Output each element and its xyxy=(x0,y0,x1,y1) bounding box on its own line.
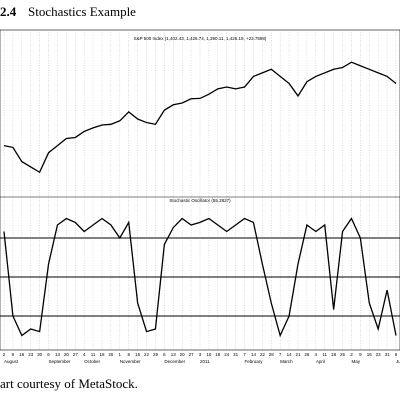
x-tick-label: 24 xyxy=(224,352,230,357)
x-tick-label: 18 xyxy=(331,352,337,357)
x-tick-label: 14 xyxy=(287,352,293,357)
x-tick-label: 25 xyxy=(340,352,346,357)
month-label: May xyxy=(351,359,360,364)
x-tick-label: 11 xyxy=(91,352,96,357)
x-tick-label: 29 xyxy=(153,352,159,357)
caption: art courtesy of MetaStock. xyxy=(0,376,138,391)
x-tick-label: 18 xyxy=(215,352,221,357)
month-label: August xyxy=(4,359,19,364)
x-tick-label: 28 xyxy=(304,352,310,357)
x-tick-label: 16 xyxy=(19,352,25,357)
figure-number: 2.4 xyxy=(0,4,17,19)
x-tick-label: 21 xyxy=(295,352,301,357)
x-tick-label: 11 xyxy=(322,352,327,357)
x-tick-label: 3 xyxy=(199,352,202,357)
x-tick-label: 2 xyxy=(350,352,353,357)
x-tick-label: 20 xyxy=(180,352,186,357)
x-tick-label: 20 xyxy=(64,352,70,357)
x-tick-label: 22 xyxy=(144,352,150,357)
month-label: November xyxy=(120,359,141,364)
x-tick-label: 6 xyxy=(163,352,166,357)
x-tick-label: 16 xyxy=(367,352,373,357)
x-tick-label: 9 xyxy=(12,352,15,357)
x-tick-label: 7 xyxy=(279,352,282,357)
month-label: April xyxy=(316,359,325,364)
x-tick-label: 10 xyxy=(206,352,212,357)
x-tick-label: 13 xyxy=(55,352,61,357)
x-tick-label: 7 xyxy=(243,352,246,357)
month-label: September xyxy=(49,359,72,364)
month-label: 2011 xyxy=(200,359,210,364)
figure-title: Stochastics Example xyxy=(28,4,136,19)
x-tick-label: 9 xyxy=(359,352,362,357)
x-tick-label: 27 xyxy=(189,352,195,357)
x-tick-label: 25 xyxy=(108,352,114,357)
x-tick-label: 31 xyxy=(233,352,239,357)
x-tick-label: 6 xyxy=(395,352,398,357)
x-tick-label: 13 xyxy=(171,352,177,357)
month-label: December xyxy=(164,359,185,364)
month-label: February xyxy=(245,359,264,364)
x-tick-label: 14 xyxy=(251,352,257,357)
x-tick-label: 2 xyxy=(3,352,6,357)
series-line xyxy=(3,61,397,174)
x-tick-label: 8 xyxy=(127,352,130,357)
x-tick-label: 23 xyxy=(376,352,382,357)
x-tick-label: 28 xyxy=(269,352,275,357)
x-tick-label: 22 xyxy=(260,352,266,357)
stoch-title: Stochastic Oscillator (55.2827) xyxy=(169,198,231,203)
month-label: October xyxy=(84,359,101,364)
x-tick-label: 4 xyxy=(315,352,318,357)
x-tick-label: 4 xyxy=(83,352,86,357)
month-label: June xyxy=(396,359,400,364)
x-tick-label: 1 xyxy=(119,352,122,357)
x-tick-label: 18 xyxy=(99,352,105,357)
x-tick-label: 6 xyxy=(47,352,50,357)
month-label: March xyxy=(280,359,293,364)
x-tick-label: 27 xyxy=(73,352,79,357)
x-tick-label: 15 xyxy=(135,352,141,357)
price-title: S&P 500 Index (1,402.43, 1,426.74, 1,390… xyxy=(134,36,267,41)
series-line xyxy=(3,217,397,338)
x-tick-label: 31 xyxy=(385,352,391,357)
x-tick-label: 23 xyxy=(28,352,34,357)
x-tick-label: 30 xyxy=(37,352,43,357)
